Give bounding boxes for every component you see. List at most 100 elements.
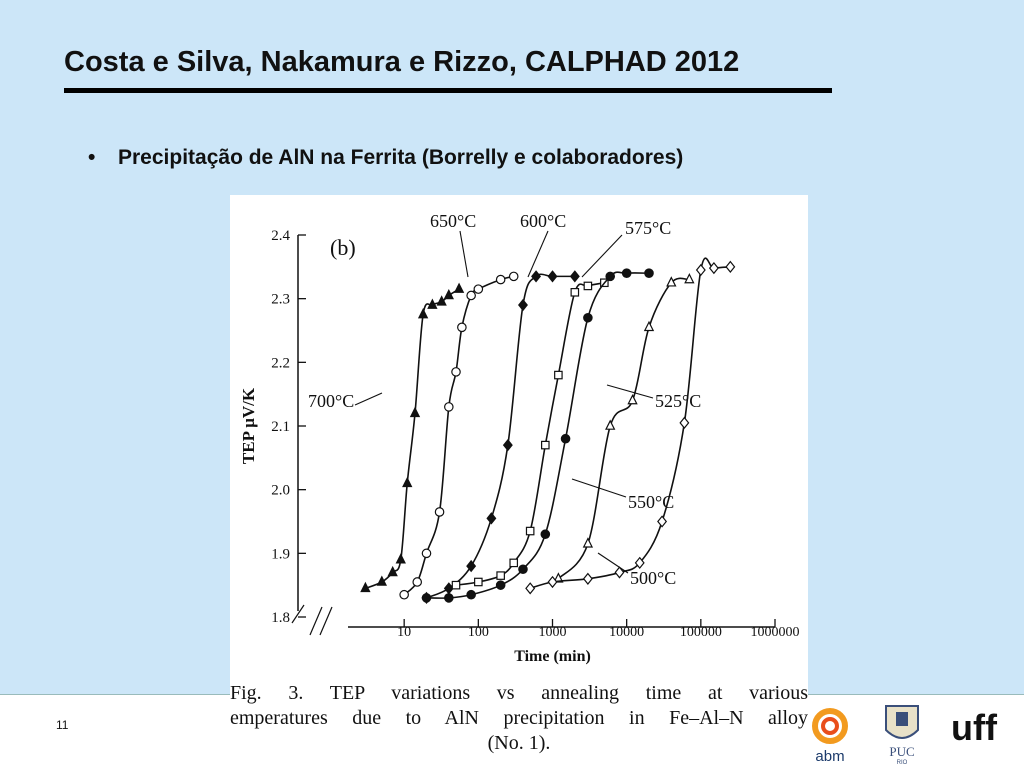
x-tick-label: 10000	[609, 625, 644, 640]
data-point	[402, 476, 413, 488]
data-point	[360, 581, 371, 593]
data-point	[605, 419, 616, 430]
caption-line-2: emperatures due to AlN precipitation in …	[230, 707, 808, 729]
data-point	[474, 577, 483, 587]
series-line-5	[557, 277, 690, 580]
data-point	[421, 593, 432, 603]
data-point	[473, 284, 484, 294]
y-tick-label: 2.2	[271, 355, 290, 371]
x-axis-label: Time (min)	[514, 648, 591, 665]
data-point	[531, 270, 542, 283]
data-point	[376, 575, 388, 586]
annotation-leader	[606, 384, 654, 399]
abm-logo: abm	[812, 708, 848, 764]
data-point	[444, 402, 454, 412]
data-point	[583, 312, 593, 323]
y-axis-label: TEP μV/K	[239, 387, 258, 464]
figure-caption: Fig. 3. TEP variations vs annealing time…	[230, 681, 808, 755]
annotation-leader	[527, 230, 549, 278]
data-point	[387, 565, 398, 577]
data-point	[695, 263, 706, 277]
data-point	[541, 440, 550, 450]
data-point	[466, 589, 476, 600]
y-tick-label: 1.9	[271, 546, 290, 562]
bullet-symbol: •	[88, 146, 96, 169]
data-point	[495, 274, 506, 285]
data-point	[684, 273, 695, 284]
data-point	[518, 298, 528, 312]
caption-line-1: Fig. 3. TEP variations vs annealing time…	[230, 682, 808, 704]
slide-title: Costa e Silva, Nakamura e Rizzo, CALPHAD…	[64, 46, 740, 78]
series-line-0	[365, 288, 460, 590]
panel-label: (b)	[330, 235, 356, 260]
figure-image: 1.8 1.9 2.0 2.1 2.2 2.3 2.4 10 100 1000 10000 10000…	[230, 195, 808, 755]
data-point	[436, 295, 447, 306]
series-line-4	[426, 271, 649, 599]
y-tick-label: 2.4	[271, 228, 290, 244]
data-point	[570, 287, 580, 297]
data-point	[412, 577, 423, 587]
data-point	[582, 572, 593, 585]
data-point	[496, 571, 505, 580]
puc-logo-text: PUC	[889, 744, 914, 759]
data-point	[605, 271, 616, 282]
data-point	[679, 416, 690, 429]
annotation-leader	[571, 478, 627, 498]
page-number: 11	[56, 718, 69, 732]
data-point	[434, 507, 445, 517]
x-tick-label: 100000	[680, 625, 722, 640]
annotation-label: 650°C	[430, 211, 476, 231]
data-point	[495, 580, 506, 590]
bullet-text: Precipitação de AlN na Ferrita (Borrelly…	[118, 146, 684, 169]
series-line-6	[529, 257, 731, 590]
x-tick-label: 10	[397, 625, 411, 640]
data-point	[725, 260, 736, 273]
data-point	[421, 548, 432, 559]
data-point	[409, 406, 421, 418]
data-point	[457, 322, 467, 333]
data-point	[583, 281, 593, 291]
y-axis-break	[291, 604, 305, 624]
data-point	[427, 298, 438, 309]
data-point	[560, 433, 571, 444]
annotation-leader	[597, 552, 629, 574]
data-point	[614, 566, 625, 579]
data-point	[525, 526, 535, 536]
data-point	[666, 276, 677, 287]
data-point	[569, 270, 580, 283]
annotation-label: 575°C	[625, 218, 671, 238]
uff-logo-text: uff	[951, 707, 998, 748]
data-point	[417, 308, 429, 319]
data-point	[466, 290, 476, 301]
data-point	[540, 529, 551, 540]
uff-logo: uff	[951, 707, 998, 748]
x-tick-label: 100	[468, 625, 489, 640]
series-line-3	[455, 281, 605, 586]
abm-logo-text: abm	[815, 748, 844, 764]
data-point	[444, 593, 454, 603]
data-point	[518, 564, 528, 575]
data-point	[547, 270, 558, 283]
data-point	[634, 556, 645, 570]
y-tick-label: 2.3	[271, 292, 290, 308]
data-point	[395, 553, 406, 564]
data-point	[657, 515, 668, 528]
caption-line-3: (No. 1).	[487, 732, 551, 754]
annotation-leader	[459, 230, 469, 278]
annotation-label: 700°C	[308, 391, 354, 411]
puc-logo: PUC RIO	[885, 705, 919, 766]
annotation-leader	[354, 392, 383, 406]
data-point	[399, 589, 409, 600]
annotation-label: 600°C	[520, 211, 566, 231]
data-point	[554, 370, 563, 380]
data-point	[509, 558, 519, 568]
bullet-item: • Precipitação de AlN na Ferrita (Borrell…	[88, 146, 683, 170]
data-point	[443, 288, 454, 300]
annotation-label: 550°C	[628, 492, 674, 512]
data-point	[502, 438, 513, 452]
data-point	[621, 268, 632, 278]
data-point	[486, 512, 497, 525]
data-point	[643, 320, 655, 332]
data-point	[451, 367, 461, 377]
annotation-label: 500°C	[630, 568, 676, 588]
